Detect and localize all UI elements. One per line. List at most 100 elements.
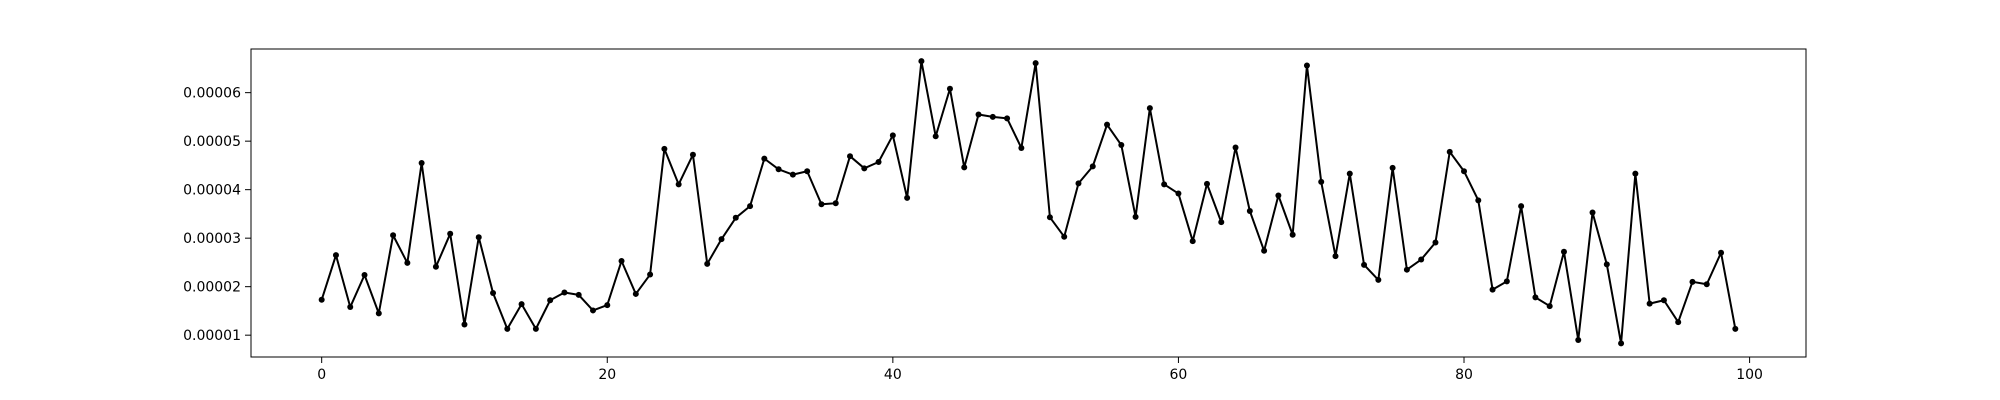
data-point [1146, 105, 1153, 112]
data-point [1589, 209, 1596, 216]
data-point [818, 201, 825, 208]
data-point [1689, 278, 1696, 285]
data-point [1732, 325, 1739, 332]
data-point [1475, 197, 1482, 204]
data-point [1432, 239, 1439, 246]
data-point [1389, 164, 1396, 171]
data-point [1361, 261, 1368, 268]
data-point [1461, 168, 1468, 175]
data-point [504, 325, 511, 332]
data-point [932, 133, 939, 140]
x-tick-label: 80 [1455, 367, 1473, 383]
data-point [1532, 294, 1539, 301]
data-point [861, 165, 868, 172]
x-tick-label: 40 [884, 367, 902, 383]
y-tick-label: 0.00003 [183, 231, 241, 247]
data-point [1618, 340, 1625, 347]
data-point [1203, 180, 1210, 187]
data-point [1332, 253, 1339, 260]
data-point [789, 171, 796, 178]
data-point [461, 321, 468, 328]
data-point [490, 289, 497, 296]
data-point [1189, 238, 1196, 245]
data-point [1018, 144, 1025, 151]
x-tick-label: 60 [1170, 367, 1188, 383]
data-point [1575, 337, 1582, 344]
data-point [475, 234, 482, 241]
data-point [1289, 231, 1296, 238]
x-tick-label: 20 [598, 367, 616, 383]
data-point [1303, 62, 1310, 69]
data-point [1703, 281, 1710, 288]
data-point [518, 301, 525, 308]
data-point [1375, 276, 1382, 283]
y-tick-label: 0.00006 [183, 86, 241, 102]
data-point [1660, 297, 1667, 304]
data-point [704, 260, 711, 267]
x-tick-label: 0 [317, 367, 326, 383]
data-point [1175, 190, 1182, 197]
data-point [718, 236, 725, 243]
data-point [404, 259, 411, 266]
data-point [618, 257, 625, 264]
data-point [1646, 300, 1653, 307]
data-point [332, 252, 339, 259]
plot-frame [250, 48, 1807, 358]
data-point [1346, 170, 1353, 177]
data-point [1560, 248, 1567, 255]
data-point [1503, 278, 1510, 285]
data-point [390, 232, 397, 239]
data-point [1675, 319, 1682, 326]
data-point [1218, 219, 1225, 226]
data-point [1246, 208, 1253, 214]
data-point [1632, 170, 1639, 177]
data-point [1032, 60, 1039, 67]
data-point [1603, 261, 1610, 268]
data-point [1318, 178, 1325, 185]
data-point [318, 296, 325, 303]
plot-area: 0 20 40 60 80 100 0.000010.000020.000030.0000… [183, 48, 1807, 383]
data-point [732, 214, 739, 221]
data-point [889, 132, 896, 139]
data-point [775, 166, 782, 173]
data-point [975, 111, 982, 118]
data-point [1075, 180, 1082, 187]
data-point [904, 194, 911, 201]
data-point [432, 263, 439, 270]
data-point [946, 85, 953, 92]
data-point [1518, 203, 1525, 210]
data-point [647, 271, 654, 278]
data-point [832, 200, 839, 207]
data-point [675, 181, 682, 188]
data-point [1104, 121, 1111, 128]
data-point [747, 203, 754, 210]
data-point [375, 310, 382, 317]
data-point [1418, 256, 1425, 263]
series-line [320, 60, 1737, 345]
data-point [1275, 192, 1282, 199]
data-point [1261, 247, 1268, 254]
data-point [589, 307, 596, 314]
data-point [918, 58, 925, 65]
data-point [989, 113, 996, 120]
y-tick-label: 0.00005 [183, 134, 241, 150]
x-axis: 0 20 40 60 80 100 [317, 357, 1763, 383]
y-tick-label: 0.00001 [183, 328, 241, 344]
data-point [1132, 213, 1139, 220]
data-point [1403, 266, 1410, 273]
series-markers [318, 58, 1739, 347]
data-point [1061, 233, 1068, 240]
data-point [1118, 142, 1125, 149]
data-point [847, 153, 854, 160]
data-point [547, 297, 554, 304]
data-point [1004, 115, 1011, 122]
data-point [761, 155, 768, 162]
data-point [1489, 286, 1496, 293]
data-point [1446, 148, 1453, 155]
data-point [575, 291, 582, 298]
data-point [347, 304, 354, 311]
x-tick-label: 100 [1736, 367, 1763, 383]
data-point [1161, 181, 1168, 188]
data-point [1089, 163, 1096, 170]
